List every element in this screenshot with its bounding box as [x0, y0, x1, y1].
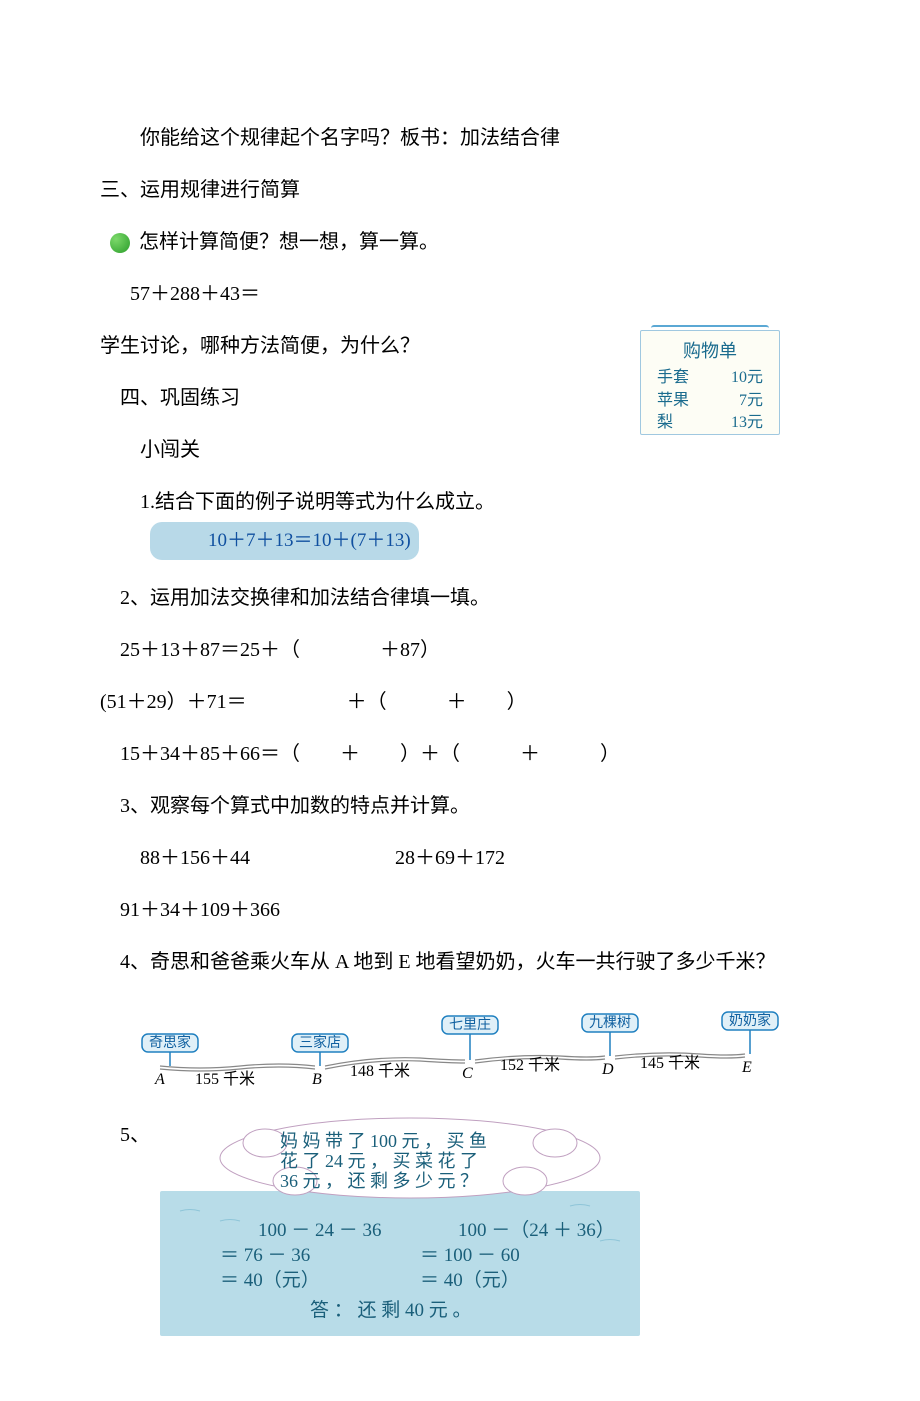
point-label: A — [154, 1071, 165, 1088]
xiaochuang: 小闯关 — [100, 432, 820, 468]
point-label: E — [741, 1059, 752, 1076]
q4-diagram: 奇思家 A 三家店 B 七里庄 C 九棵树 D 奶奶家 E 155 千米 148… — [100, 996, 820, 1091]
q1-equation: 10＋7＋13＝10＋(7＋13) — [150, 522, 419, 560]
distance-label: 145 千米 — [640, 1054, 700, 1072]
q2-eq2: (51＋29）＋71＝ ＋（ ＋ ） — [100, 684, 820, 720]
green-prompt-row: 怎样计算简便？想一想，算一算。 — [100, 224, 820, 260]
calc-line: ＝ 40（元） — [220, 1269, 320, 1291]
q5-wrapper: 5、 妈 妈 带 了 100 元 ， 买 鱼 花 了 24 元 ， 买 菜 花 … — [100, 1111, 820, 1341]
calc-line: ＝ 40（元） — [420, 1269, 520, 1291]
q3-eq2: 28＋69＋172 — [395, 847, 505, 869]
distance-label: 155 千米 — [195, 1070, 255, 1088]
calc-line: ＝ 100 － 60 — [420, 1245, 520, 1266]
q3-title: 3、观察每个算式中加数的特点并计算。 — [100, 788, 820, 824]
q2-title: 2、运用加法交换律和加法结合律填一填。 — [100, 580, 820, 616]
bubble-line: 36 元 ， 还 剩 多 少 元 ？ — [280, 1171, 478, 1191]
bubble-line: 花 了 24 元 ， 买 菜 花 了 — [280, 1151, 478, 1171]
bubble-line: 妈 妈 带 了 100 元 ， 买 鱼 — [280, 1131, 487, 1151]
item-price: 10元 — [731, 367, 763, 389]
item-name: 手套 — [657, 367, 689, 389]
q5-diagram: 妈 妈 带 了 100 元 ， 买 鱼 花 了 24 元 ， 买 菜 花 了 3… — [150, 1111, 650, 1341]
sign-label: 三家店 — [299, 1034, 341, 1051]
item-price: 7元 — [739, 390, 763, 412]
q5-num: 5、 — [100, 1111, 150, 1153]
shopping-row: 梨 13元 — [641, 412, 779, 434]
calc-line: 100 － 24 － 36 — [220, 1220, 382, 1241]
shopping-row: 手套 10元 — [641, 367, 779, 389]
q2-eq1: 25＋13＋87＝25＋（ ＋87） — [100, 632, 820, 668]
distance-label: 152 千米 — [500, 1056, 560, 1074]
q3-eq1: 88＋156＋44 — [120, 840, 390, 876]
green-dot-icon — [110, 233, 130, 253]
q2-eq3: 15＋34＋85＋66＝（ ＋ ）＋（ ＋ ） — [100, 736, 820, 772]
item-name: 苹果 — [657, 390, 689, 412]
item-price: 13元 — [731, 412, 763, 434]
item-name: 梨 — [657, 412, 673, 434]
shopping-title: 购物单 — [641, 331, 779, 367]
answer-line: 答 ： 还 剩 40 元 。 — [310, 1299, 472, 1321]
q3-row1: 88＋156＋44 28＋69＋172 — [100, 840, 820, 876]
section-3-title: 三、运用规律进行简算 — [100, 172, 820, 208]
sign-label: 七里庄 — [449, 1016, 491, 1033]
sign-label: 奶奶家 — [729, 1012, 771, 1029]
intro-line: 你能给这个规律起个名字吗？板书：加法结合律 — [100, 120, 820, 156]
shopping-note: 购物单 手套 10元 苹果 7元 梨 13元 — [640, 330, 780, 435]
sign-label: 九棵树 — [589, 1015, 631, 1031]
q1-equation-wrap: 10＋7＋13＝10＋(7＋13) — [100, 522, 820, 560]
calc-line: ＝ 76 － 36 — [220, 1245, 310, 1266]
point-label: D — [601, 1061, 614, 1078]
point-label: C — [462, 1065, 473, 1082]
expression-1: 57＋288＋43＝ — [100, 276, 820, 312]
green-prompt-text: 怎样计算简便？想一想，算一算。 — [139, 231, 439, 253]
calc-line: 100 －（24 ＋ 36） — [420, 1219, 615, 1241]
sign-label: 奇思家 — [149, 1034, 191, 1051]
distance-label: 148 千米 — [350, 1062, 410, 1080]
q3-eq3: 91＋34＋109＋366 — [100, 892, 820, 928]
shopping-row: 苹果 7元 — [641, 390, 779, 412]
point-label: B — [312, 1071, 322, 1088]
q1-prompt: 1.结合下面的例子说明等式为什么成立。 — [100, 484, 820, 520]
q4-title: 4、奇思和爸爸乘火车从 A 地到 E 地看望奶奶，火车一共行驶了多少千米？ — [100, 944, 820, 980]
